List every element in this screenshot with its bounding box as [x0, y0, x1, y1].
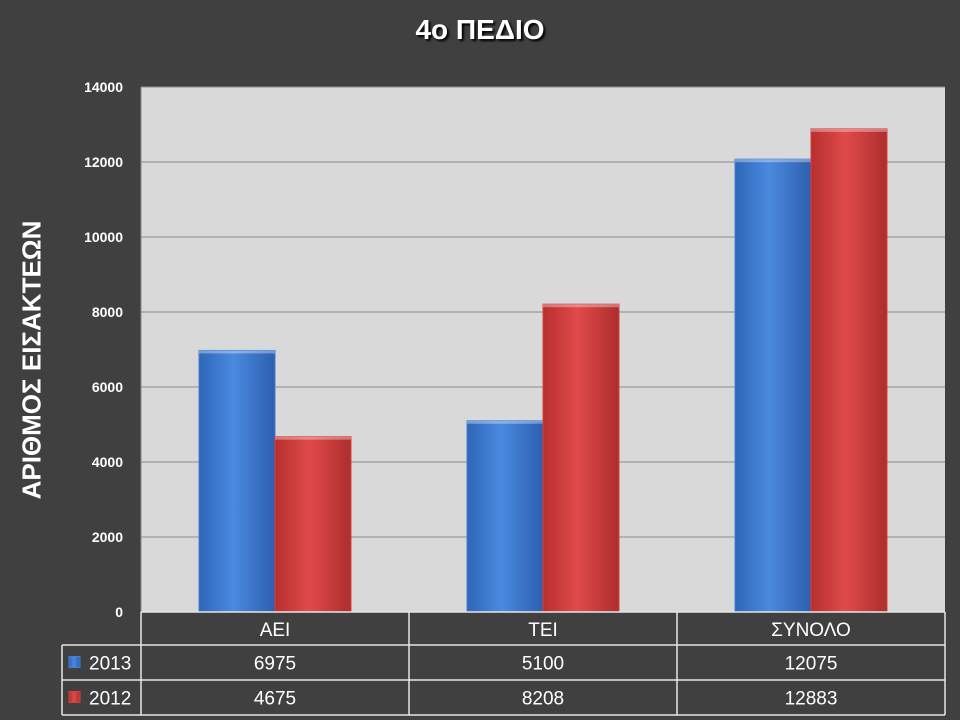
chart-title: 4ο ΠΕΔΙΟ: [415, 14, 545, 45]
data-table-cell: 4675: [254, 689, 296, 710]
bar-highlight: [811, 128, 887, 132]
bar-2013-ΣΥΝΟΛΟ: [734, 158, 812, 613]
data-table-cell: 12075: [785, 654, 838, 675]
legend-key-2012: [68, 691, 81, 703]
y-tick-label: 10000: [84, 229, 123, 245]
y-tick-label: 14000: [84, 79, 123, 95]
data-table-cell: 12883: [785, 689, 838, 710]
bar-2012-ΤΕΙ: [542, 303, 620, 613]
bar-2012-ΑΕΙ: [274, 436, 352, 613]
bar-highlight: [467, 420, 543, 424]
bar-highlight: [735, 159, 811, 163]
bar-highlight: [275, 436, 351, 440]
legend-label: 2012: [89, 689, 131, 710]
y-tick-label: 0: [115, 604, 123, 620]
y-tick-label: 12000: [84, 154, 123, 170]
data-table-cell: 5100: [522, 654, 564, 675]
y-tick-label: 6000: [92, 379, 123, 395]
legend-label: 2013: [89, 654, 131, 675]
y-tick-label: 8000: [92, 304, 123, 320]
bar-2013-ΤΕΙ: [466, 420, 544, 613]
bar-highlight: [199, 350, 275, 354]
bar-2013-ΑΕΙ: [198, 349, 276, 613]
bar-2012-ΣΥΝΟΛΟ: [810, 128, 888, 613]
category-label: ΤΕΙ: [528, 620, 558, 641]
data-table-cell: 6975: [254, 654, 296, 675]
y-tick-label: 4000: [92, 454, 123, 470]
legend-key-2013: [68, 656, 81, 668]
category-label: ΣΥΝΟΛΟ: [771, 620, 851, 641]
bar-highlight: [543, 304, 619, 308]
y-tick-label: 2000: [92, 529, 123, 545]
category-label: ΑΕΙ: [260, 620, 291, 641]
data-table-cell: 8208: [522, 689, 564, 710]
